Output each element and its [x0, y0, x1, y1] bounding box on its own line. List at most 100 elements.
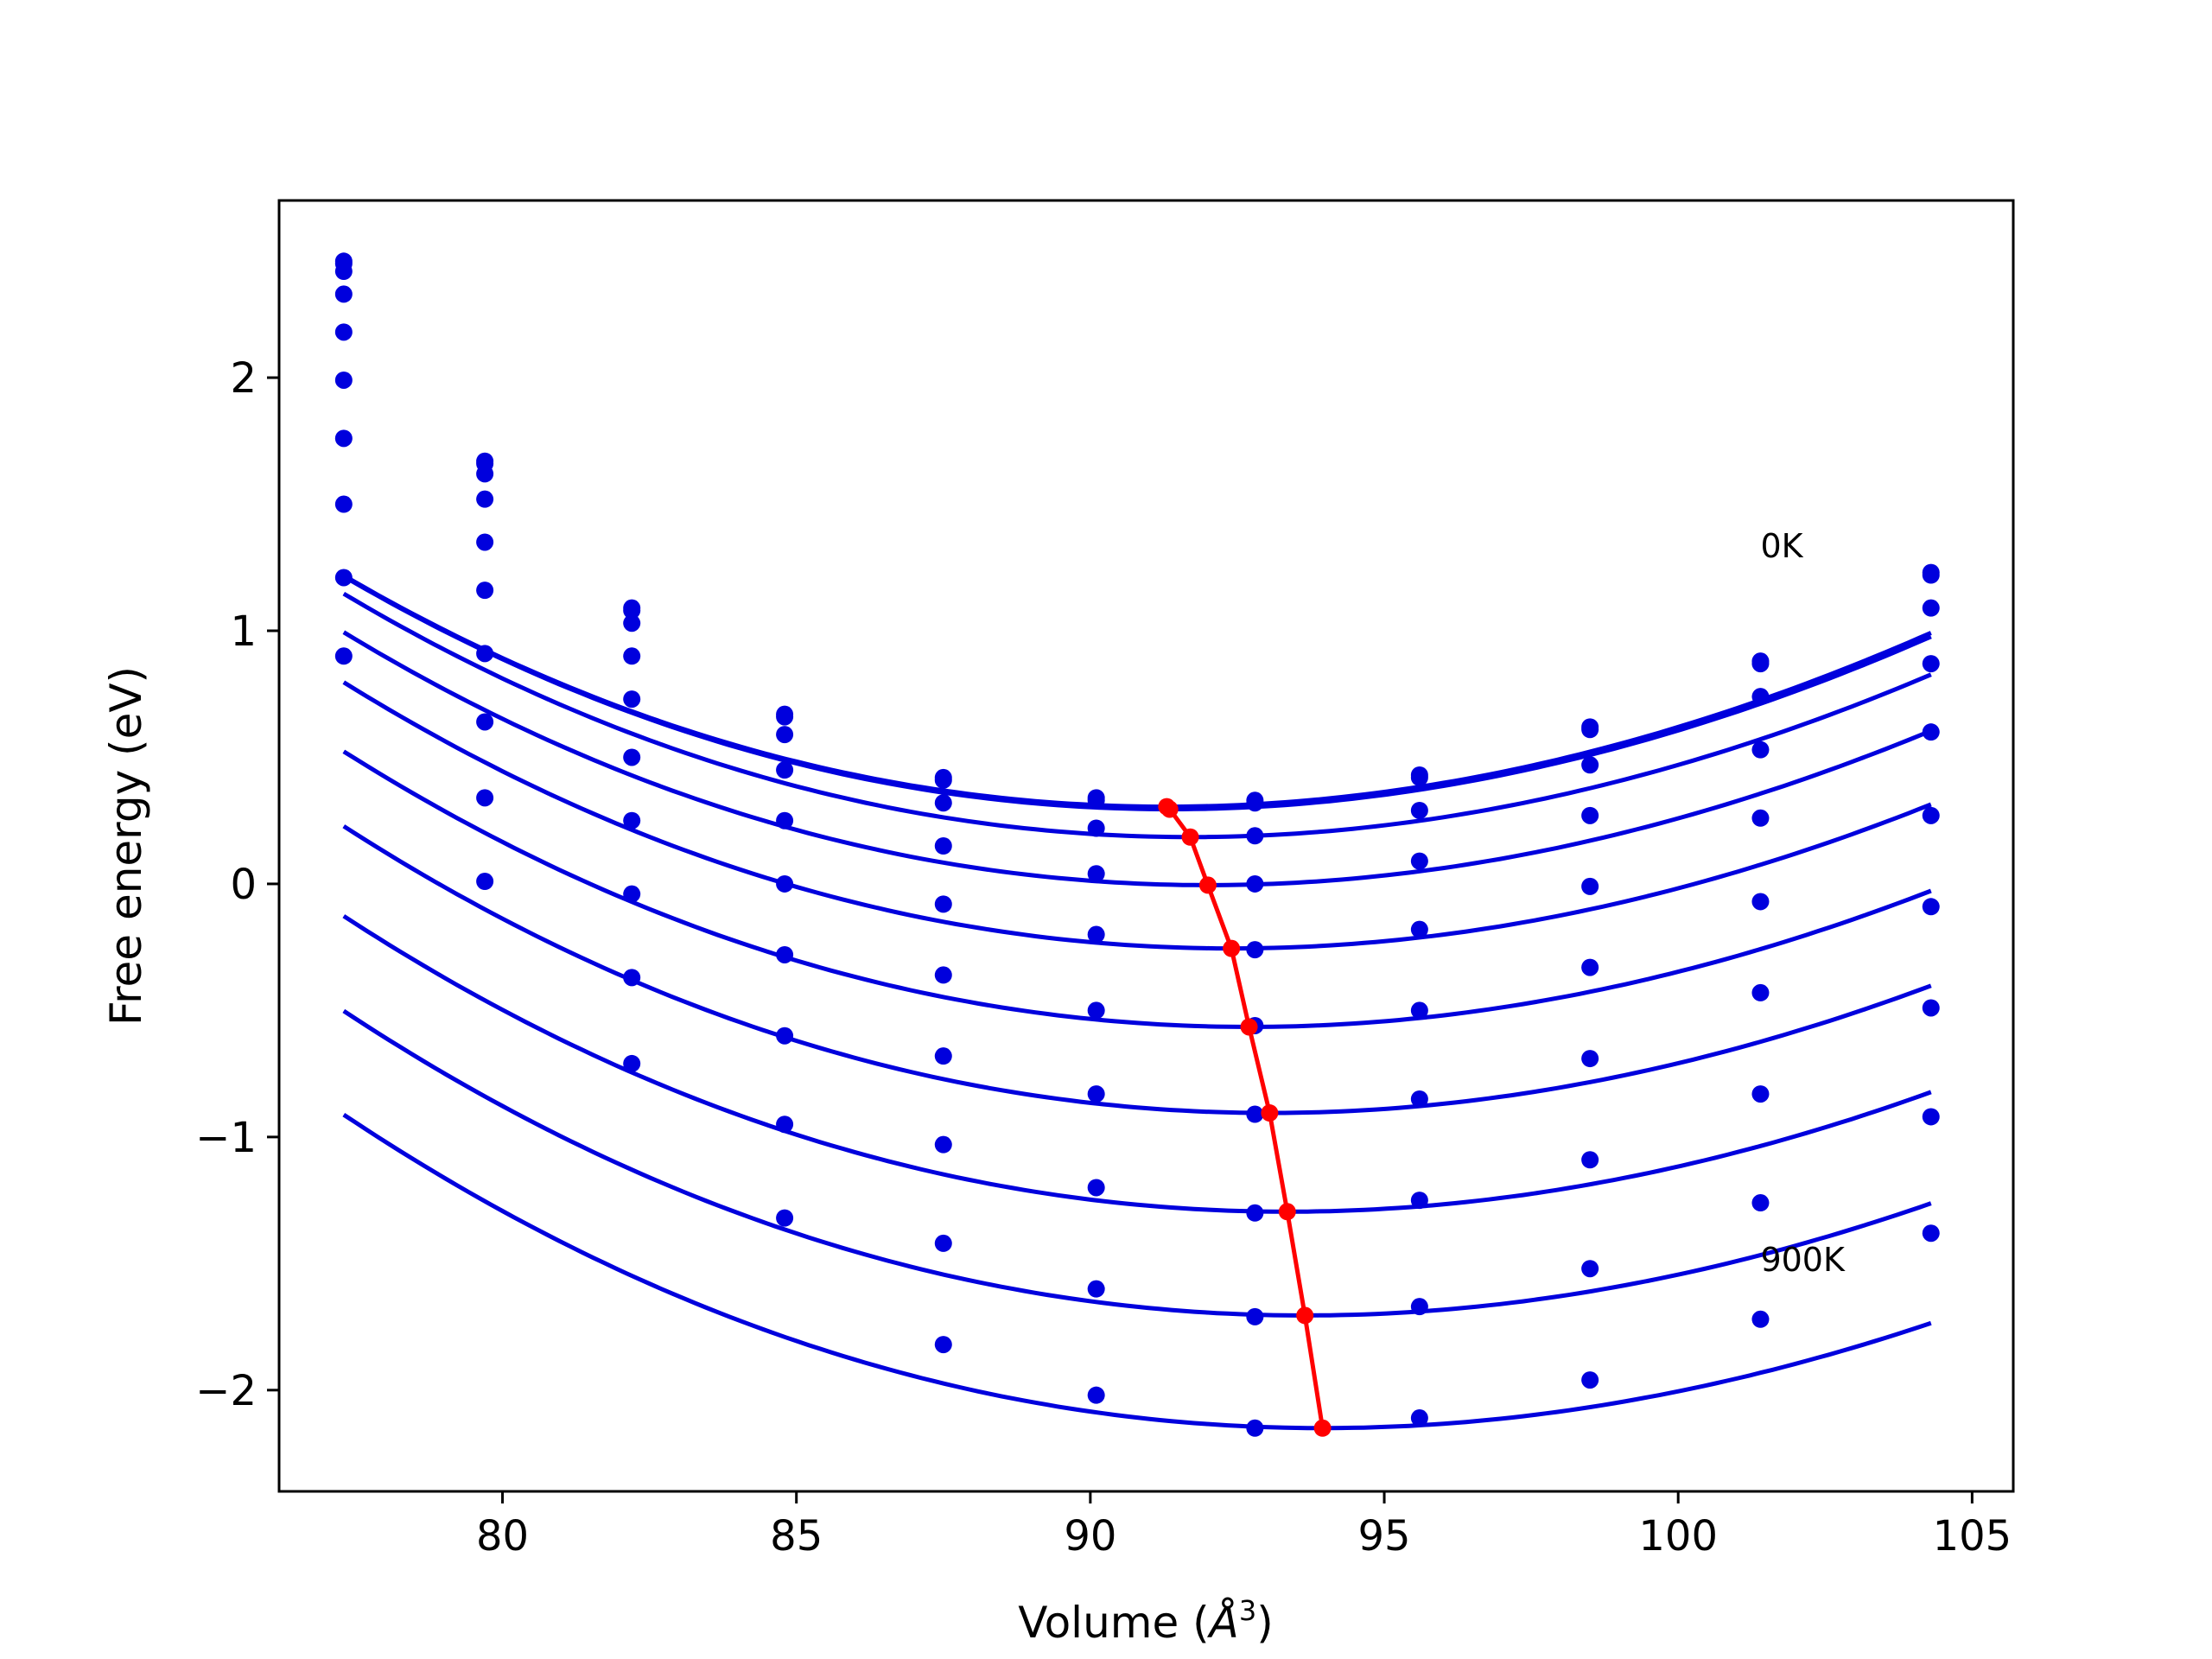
series-900K-point: [776, 1209, 794, 1227]
series-900K-point: [934, 1336, 952, 1354]
y-tick-label: 0: [230, 861, 257, 909]
series-900K-point: [1751, 1310, 1770, 1328]
series-100K-point: [1922, 566, 1940, 584]
series-800K-point: [1751, 1194, 1770, 1212]
series-200K-point: [623, 614, 641, 632]
series-500K-point: [1087, 1001, 1105, 1020]
series-400K-point: [1751, 809, 1770, 827]
series-500K-point: [934, 966, 952, 984]
series-700K-point: [776, 1027, 794, 1045]
y-tick-label: −2: [195, 1367, 257, 1415]
series-900K-point: [334, 647, 353, 665]
series-600K-point: [1581, 1050, 1599, 1068]
series-900K-curve: [342, 1113, 1932, 1431]
series-100K-curve: [342, 574, 1932, 811]
series-500K-point: [1751, 893, 1770, 911]
minima-point: [1313, 1419, 1332, 1437]
series-300K-point: [1581, 806, 1599, 824]
x-tick-label: 105: [1933, 1512, 2012, 1560]
minima-point: [1261, 1104, 1279, 1122]
series-800K-point: [1246, 1307, 1264, 1325]
minima-line: [1165, 804, 1325, 1429]
series-600K-point: [1922, 898, 1940, 916]
series-300K-point: [1246, 874, 1264, 893]
series-300K-point: [1410, 852, 1428, 870]
x-axis-label-exponent: 3: [1239, 1594, 1256, 1627]
series-800K-point: [934, 1234, 952, 1252]
series-layer: [334, 252, 1940, 1437]
x-axis: 80 85 90 95 100 105: [476, 1491, 2012, 1560]
minima-point: [1198, 876, 1217, 894]
series-200K-point: [1246, 827, 1264, 845]
series-200K-point: [1751, 688, 1770, 706]
minima-point: [1296, 1306, 1314, 1325]
series-500K-curve: [342, 749, 1932, 1030]
series-700K-point: [934, 1135, 952, 1154]
series-100K-point: [1751, 655, 1770, 673]
series-400K-point: [1087, 925, 1105, 944]
series-600K-point: [1087, 1085, 1105, 1103]
minima-point: [1278, 1203, 1296, 1221]
x-axis-label: Volume (Å3): [1018, 1594, 1273, 1648]
series-400K-point: [934, 895, 952, 913]
series-200K-point: [334, 263, 353, 281]
series-500K-point: [623, 748, 641, 766]
series-300K-point: [776, 761, 794, 779]
minima-layer: [1158, 798, 1332, 1437]
series-600K-point: [1410, 1090, 1428, 1108]
series-200K-point: [476, 465, 494, 483]
series-700K-point: [1410, 1192, 1428, 1210]
x-axis-label-suffix: ): [1256, 1598, 1274, 1648]
series-100K-point: [776, 708, 794, 726]
series-600K-point: [476, 645, 494, 663]
x-tick-label: 95: [1357, 1512, 1410, 1560]
series-600K-point: [776, 945, 794, 963]
series-800K-point: [1581, 1260, 1599, 1278]
series-400K-point: [623, 690, 641, 709]
series-800K-point: [623, 969, 641, 987]
series-100K-point: [623, 601, 641, 620]
series-500K-point: [476, 582, 494, 600]
series-300K-point: [1087, 865, 1105, 883]
annotations: 0K 900K: [1760, 527, 1846, 1279]
y-tick-label: −1: [195, 1114, 257, 1162]
x-axis-label-symbol: Å: [1207, 1598, 1239, 1648]
series-800K-point: [334, 569, 353, 587]
series-900K-point: [1410, 1409, 1428, 1427]
series-100K-point: [934, 771, 952, 789]
series-700K-point: [1751, 1085, 1770, 1103]
plot-frame: [277, 199, 2015, 1493]
series-300K-point: [623, 647, 641, 665]
series-400K-point: [1246, 941, 1264, 959]
series-100K-point: [1246, 794, 1264, 812]
series-600K-point: [623, 811, 641, 830]
series-600K-point: [934, 1047, 952, 1065]
series-400K-point: [1410, 920, 1428, 938]
series-800K-curve: [342, 1008, 1932, 1318]
x-tick-label: 90: [1064, 1512, 1116, 1560]
y-axis: −2 −1 0 1 2: [195, 354, 279, 1415]
series-200K-point: [1410, 801, 1428, 819]
series-300K-point: [334, 285, 353, 303]
series-500K-point: [1922, 806, 1940, 824]
x-axis-label-prefix: Volume (: [1018, 1598, 1209, 1648]
minima-point: [1181, 828, 1199, 846]
series-900K-point: [1246, 1419, 1264, 1437]
series-300K-point: [476, 490, 494, 508]
series-100K-point: [1410, 768, 1428, 786]
series-300K-point: [1751, 741, 1770, 759]
y-tick-label: 1: [230, 607, 257, 656]
series-700K-curve: [342, 914, 1932, 1214]
series-500K-point: [334, 371, 353, 389]
series-400K-curve: [342, 680, 1932, 951]
series-800K-point: [476, 789, 494, 807]
series-900K-point: [476, 873, 494, 891]
annotation-label: 900K: [1760, 1241, 1846, 1279]
x-tick-label: 85: [770, 1512, 823, 1560]
series-600K-point: [1246, 1105, 1264, 1123]
series-600K-point: [1751, 983, 1770, 1001]
series-700K-point: [1246, 1204, 1264, 1222]
series-600K-curve: [342, 824, 1932, 1116]
series-900K-point: [1581, 1371, 1599, 1389]
x-tick-label: 100: [1638, 1512, 1718, 1560]
